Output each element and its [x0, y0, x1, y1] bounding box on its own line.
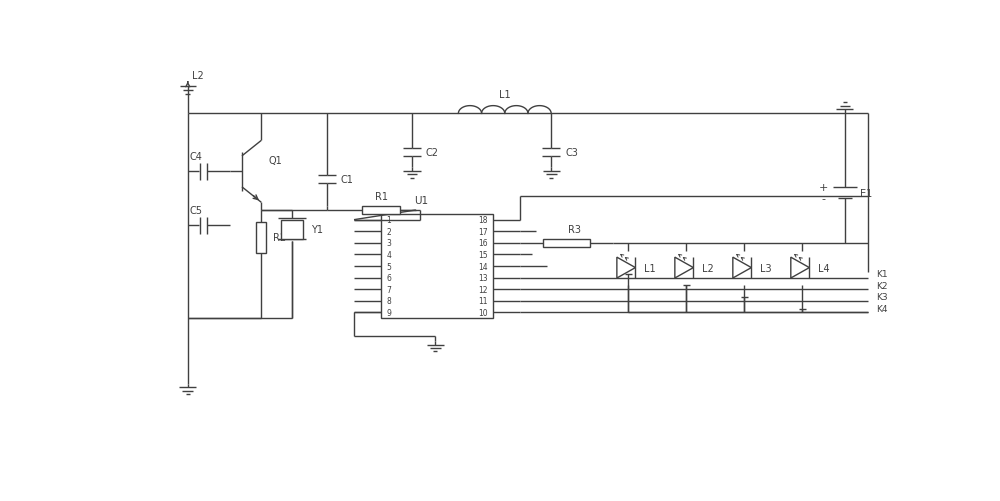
Text: 12: 12 — [478, 285, 488, 294]
Text: 5: 5 — [386, 262, 391, 271]
Text: C5: C5 — [189, 205, 202, 215]
Text: R3: R3 — [568, 224, 581, 234]
Text: C3: C3 — [565, 148, 578, 158]
Text: 4: 4 — [386, 250, 391, 260]
Text: 2: 2 — [386, 227, 391, 236]
Polygon shape — [733, 258, 751, 279]
Text: E1: E1 — [860, 188, 873, 198]
Text: K3: K3 — [876, 293, 887, 302]
Text: 14: 14 — [478, 262, 488, 271]
Text: R1: R1 — [375, 192, 388, 202]
Text: 3: 3 — [386, 239, 391, 248]
Text: +: + — [819, 182, 828, 192]
Text: L4: L4 — [818, 263, 829, 273]
Text: 11: 11 — [478, 297, 488, 306]
Text: R2: R2 — [273, 232, 286, 242]
Text: 7: 7 — [386, 285, 391, 294]
Text: 18: 18 — [478, 216, 488, 225]
Text: L2: L2 — [192, 71, 203, 81]
Text: -: - — [821, 194, 825, 204]
Text: 1: 1 — [386, 216, 391, 225]
Text: 9: 9 — [386, 308, 391, 317]
Text: K2: K2 — [876, 281, 887, 290]
Text: U1: U1 — [415, 195, 429, 205]
Text: K1: K1 — [876, 270, 887, 279]
Text: 17: 17 — [478, 227, 488, 236]
Text: Q1: Q1 — [269, 155, 283, 165]
Text: K4: K4 — [876, 305, 887, 314]
Text: C4: C4 — [189, 152, 202, 161]
Text: L1: L1 — [644, 263, 656, 273]
Text: 16: 16 — [478, 239, 488, 248]
Text: C1: C1 — [341, 175, 354, 185]
Bar — [362, 206, 400, 215]
Text: L2: L2 — [702, 263, 714, 273]
Text: 13: 13 — [478, 274, 488, 283]
Bar — [256, 222, 266, 253]
Text: Y1: Y1 — [311, 225, 323, 235]
Text: 8: 8 — [386, 297, 391, 306]
Bar — [543, 239, 590, 247]
Bar — [281, 220, 303, 239]
Text: 6: 6 — [386, 274, 391, 283]
Text: 10: 10 — [478, 308, 488, 317]
Text: C2: C2 — [426, 148, 439, 158]
Polygon shape — [791, 258, 809, 279]
Text: 15: 15 — [478, 250, 488, 260]
Text: L3: L3 — [760, 263, 772, 273]
Polygon shape — [617, 258, 635, 279]
Bar — [381, 214, 493, 319]
Text: L1: L1 — [499, 90, 511, 100]
Polygon shape — [675, 258, 693, 279]
